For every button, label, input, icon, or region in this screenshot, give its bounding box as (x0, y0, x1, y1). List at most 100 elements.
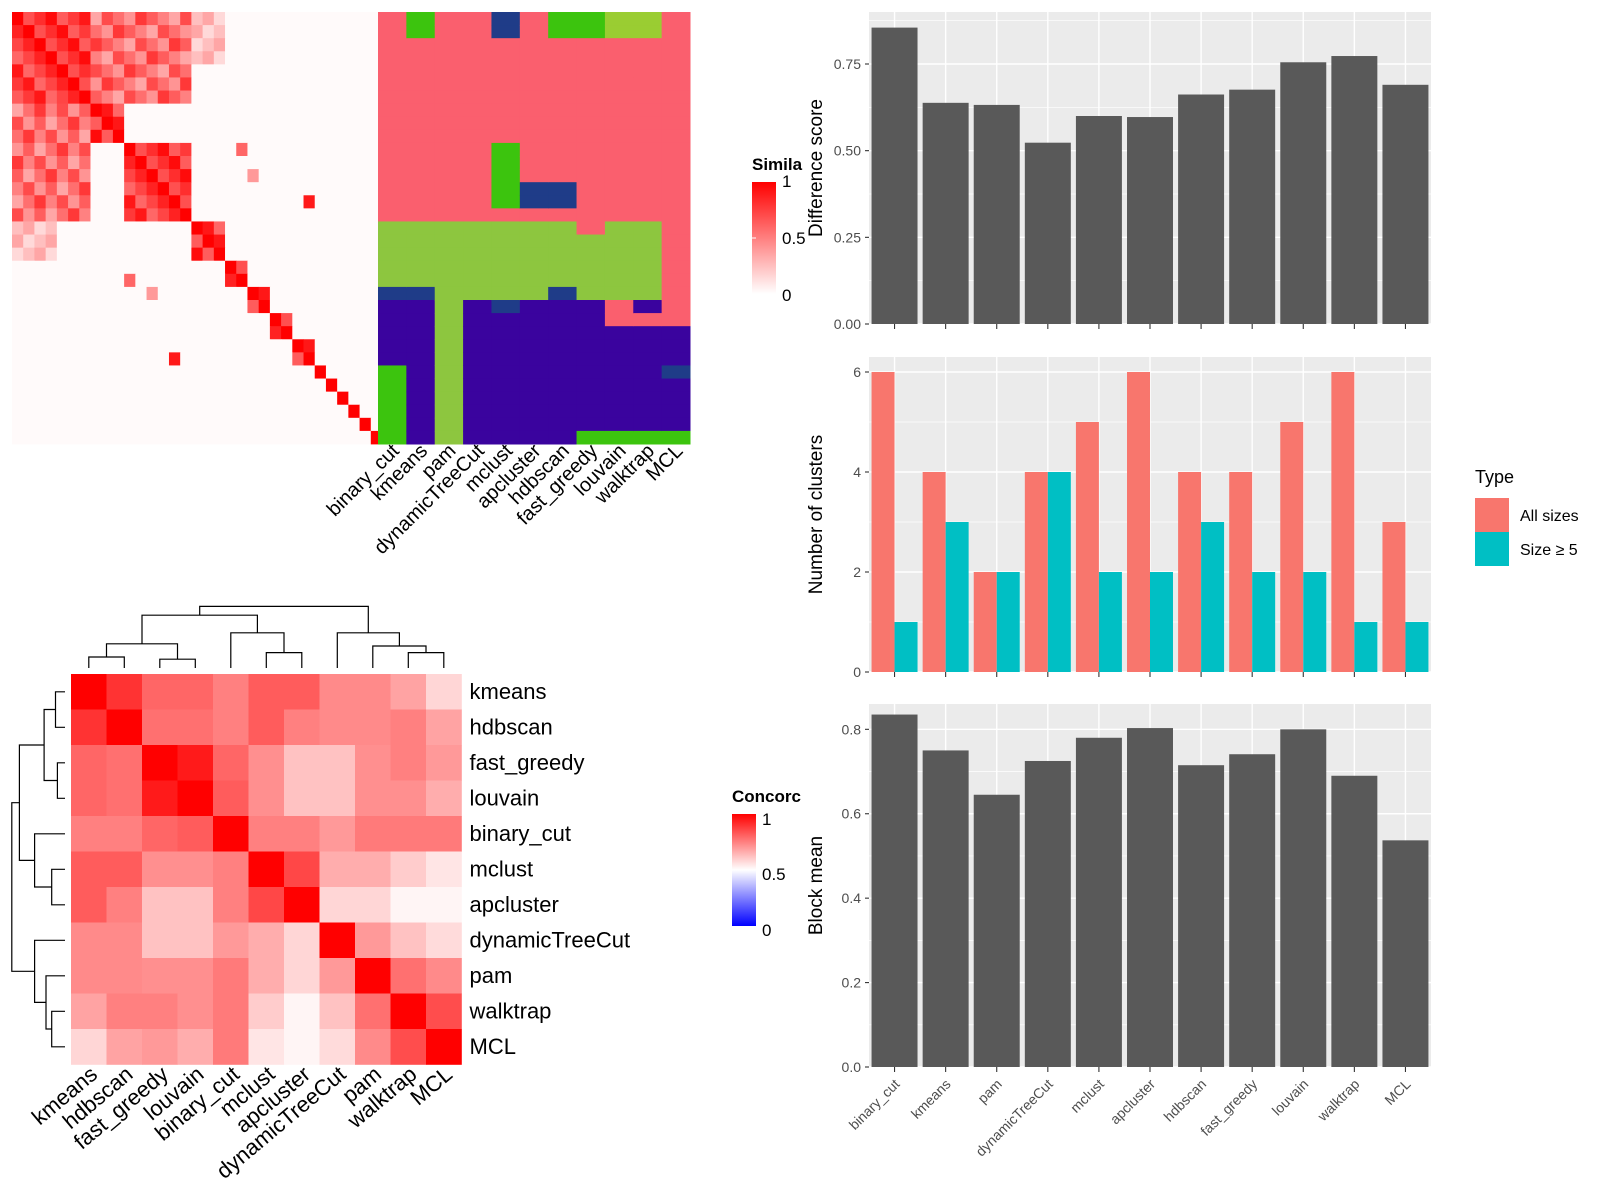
concordance-cell (319, 922, 356, 959)
similarity-cell (45, 156, 58, 170)
concordance-row-label-MCL: MCL (470, 1034, 516, 1059)
similarity-cell (213, 391, 226, 406)
similarity-cell (112, 352, 125, 366)
similarity-cell (359, 221, 372, 235)
similarity-cell (168, 116, 181, 131)
x-tick-label-walktrap: walktrap (1314, 1076, 1363, 1125)
similarity-cell (135, 339, 147, 353)
similarity-cell (292, 182, 304, 196)
membership-cell (604, 430, 634, 445)
similarity-cell (157, 208, 170, 222)
similarity-cell (101, 404, 114, 419)
similarity-cell (370, 352, 383, 366)
bar-all-sizes (1024, 472, 1048, 672)
similarity-cell (90, 142, 103, 157)
similarity-cell (45, 142, 58, 157)
membership-cell (434, 365, 464, 380)
similarity-cell (236, 90, 248, 105)
membership-cell (604, 273, 634, 288)
concordance-cell (355, 674, 391, 710)
y-tick-label: 0.6 (842, 806, 862, 822)
similarity-cell (258, 103, 271, 118)
membership-cell (491, 300, 521, 314)
concordance-cell (319, 709, 356, 746)
concordance-cell (355, 887, 391, 923)
membership-cell (548, 90, 578, 105)
similarity-cell (79, 326, 91, 340)
membership-cell (491, 417, 521, 432)
membership-cell (576, 234, 606, 249)
similarity-cell (146, 64, 159, 78)
membership-cell (519, 273, 549, 288)
similarity-cell (325, 365, 338, 379)
similarity-cell (348, 286, 360, 301)
similarity-cell (90, 103, 103, 118)
similarity-cell (101, 182, 114, 196)
concordance-cell (213, 709, 249, 746)
similarity-cell (314, 221, 327, 235)
similarity-cell (79, 247, 91, 262)
similarity-cell (180, 247, 192, 262)
similarity-cell (337, 64, 349, 78)
similarity-cell (236, 208, 248, 222)
similarity-cell (124, 365, 136, 379)
membership-cell (633, 365, 663, 380)
membership-cell (548, 221, 578, 236)
membership-cell (519, 51, 549, 65)
concordance-cell (248, 780, 285, 817)
similarity-cell (34, 103, 47, 118)
bar (871, 27, 918, 324)
similarity-cell (247, 208, 260, 222)
similarity-cell (34, 247, 47, 262)
bar (1127, 728, 1173, 1067)
similarity-cell (359, 313, 372, 327)
membership-cell (604, 286, 634, 301)
concordance-cell (248, 816, 285, 852)
similarity-cell (56, 234, 69, 249)
similarity-cell (247, 25, 260, 39)
similarity-cell (79, 286, 91, 301)
concordance-cell (248, 1029, 285, 1065)
dendrogram-branch (141, 614, 258, 644)
similarity-cell (292, 116, 304, 131)
similarity-cell (359, 51, 372, 65)
membership-cell (576, 116, 606, 131)
similarity-cell (101, 221, 114, 235)
similarity-cell (348, 378, 360, 393)
similarity-cell (168, 273, 181, 288)
membership-cell (463, 38, 492, 52)
similarity-cell (337, 339, 349, 353)
similarity-cell (168, 142, 181, 157)
similarity-cell (303, 156, 316, 170)
similarity-cell (303, 25, 316, 39)
similarity-cell (12, 260, 24, 275)
similarity-cell (236, 25, 248, 39)
similarity-cell (258, 391, 271, 406)
membership-cell (604, 326, 634, 340)
similarity-cell (269, 12, 282, 26)
similarity-cell (202, 404, 215, 419)
concordance-cell (390, 993, 427, 1030)
similarity-cell (101, 300, 114, 314)
similarity-cell (225, 156, 237, 170)
similarity-cell (68, 77, 80, 91)
membership-cell (519, 378, 549, 393)
concordance-cell (248, 745, 285, 781)
similarity-cell (90, 391, 103, 406)
similarity-cell (146, 129, 159, 144)
similarity-cell (45, 234, 58, 249)
membership-cell (633, 221, 663, 236)
membership-cell (633, 208, 663, 222)
membership-cell (548, 260, 578, 275)
similarity-cell (247, 273, 260, 288)
similarity-cell (225, 12, 237, 26)
similarity-cell (325, 378, 338, 393)
similarity-cell (112, 391, 125, 406)
similarity-cell (23, 286, 35, 301)
similarity-cell (269, 339, 282, 353)
concordance-cell (177, 851, 214, 888)
membership-cell (661, 417, 691, 432)
similarity-cell (258, 300, 271, 314)
y-tick-label: 6 (853, 364, 861, 380)
similarity-cell (314, 25, 327, 39)
